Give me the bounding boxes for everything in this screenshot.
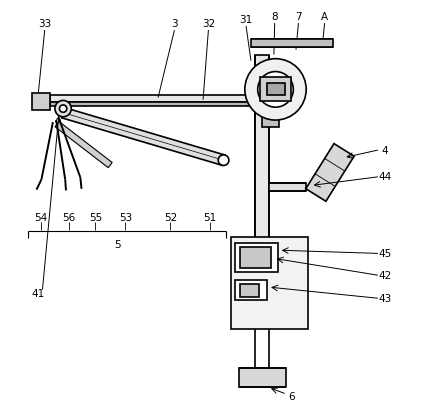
Bar [267, 83, 284, 95]
Text: 43: 43 [379, 294, 392, 304]
Polygon shape [62, 108, 225, 165]
Bar [50, 102, 260, 106]
Text: 45: 45 [379, 249, 392, 259]
Polygon shape [306, 144, 354, 201]
Bar [269, 183, 306, 191]
Bar [260, 77, 291, 101]
Text: 5: 5 [114, 240, 120, 250]
Text: 56: 56 [62, 213, 76, 223]
Text: 53: 53 [119, 213, 132, 223]
Text: 44: 44 [379, 172, 392, 183]
Bar [262, 117, 279, 127]
Text: 31: 31 [239, 15, 253, 25]
Text: 8: 8 [272, 12, 278, 22]
Bar [235, 243, 278, 272]
Polygon shape [55, 122, 112, 168]
Text: 6: 6 [288, 392, 295, 402]
Bar [240, 247, 271, 268]
Bar [240, 284, 259, 297]
Text: 41: 41 [31, 289, 45, 299]
Text: 42: 42 [379, 272, 392, 281]
Text: 55: 55 [89, 213, 102, 223]
Bar [50, 95, 260, 102]
Text: 33: 33 [38, 19, 51, 29]
Circle shape [218, 155, 229, 166]
Text: 51: 51 [203, 213, 217, 223]
Circle shape [245, 59, 306, 120]
Bar [32, 93, 50, 110]
Circle shape [55, 101, 71, 117]
Bar [239, 368, 286, 387]
Circle shape [59, 105, 67, 112]
Circle shape [258, 72, 293, 107]
Text: 32: 32 [202, 19, 215, 29]
Bar [251, 39, 333, 47]
Text: 7: 7 [295, 12, 302, 22]
Bar [255, 54, 269, 316]
Text: 52: 52 [164, 213, 177, 223]
Text: 54: 54 [34, 213, 47, 223]
Text: 4: 4 [382, 146, 389, 156]
Bar [235, 280, 267, 300]
Bar [230, 236, 308, 329]
Text: A: A [321, 12, 328, 22]
Text: 3: 3 [171, 19, 178, 29]
